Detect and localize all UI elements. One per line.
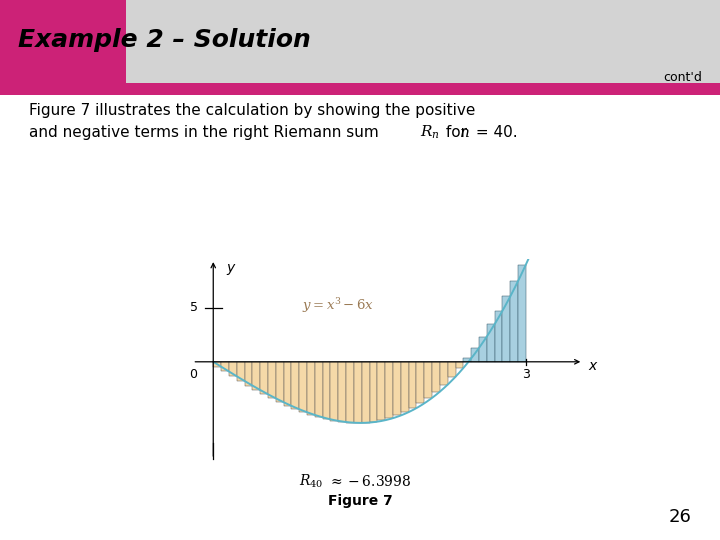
Bar: [300, 362, 307, 412]
Bar: [503, 296, 510, 362]
Bar: [393, 362, 401, 415]
Text: $\approx -6.3998$: $\approx -6.3998$: [328, 474, 411, 489]
Bar: [479, 336, 487, 362]
Bar: [260, 362, 268, 394]
Text: 0: 0: [189, 368, 197, 381]
Bar: [323, 362, 330, 420]
Bar: [307, 362, 315, 415]
Bar: [292, 362, 300, 409]
Bar: [213, 362, 221, 367]
Text: $x$: $x$: [588, 359, 599, 373]
Text: = 40.: = 40.: [471, 125, 518, 140]
Bar: [0, 0, 126, 83]
Bar: [237, 362, 245, 381]
Bar: [354, 362, 361, 423]
Bar: [471, 348, 479, 362]
Bar: [361, 362, 369, 422]
Bar: [456, 362, 464, 368]
Bar: [221, 362, 229, 372]
Text: Example 2 – Solution: Example 2 – Solution: [18, 28, 311, 52]
Bar: [330, 362, 338, 421]
Text: and negative terms in the right Riemann sum: and negative terms in the right Riemann …: [29, 125, 384, 140]
Bar: [416, 362, 424, 403]
Text: Figure 7: Figure 7: [328, 494, 392, 508]
Bar: [284, 362, 292, 406]
Bar: [276, 362, 284, 402]
Bar: [229, 362, 237, 376]
Text: 26: 26: [668, 509, 691, 526]
Bar: [440, 362, 448, 384]
Text: for: for: [441, 125, 472, 140]
Text: $y$: $y$: [226, 262, 236, 278]
Bar: [338, 362, 346, 422]
Bar: [245, 362, 252, 386]
Bar: [268, 362, 276, 399]
Bar: [346, 362, 354, 423]
Text: $R_{40}$: $R_{40}$: [299, 473, 323, 490]
Bar: [401, 362, 409, 412]
Bar: [432, 362, 440, 392]
Bar: [510, 281, 518, 362]
Text: $n$: $n$: [459, 125, 470, 140]
Text: cont'd: cont'd: [663, 71, 702, 84]
Bar: [495, 311, 503, 362]
Bar: [424, 362, 432, 398]
Bar: [518, 265, 526, 362]
Bar: [385, 362, 393, 418]
Bar: [448, 362, 456, 377]
Text: 3: 3: [522, 368, 530, 381]
Bar: [0, 83, 720, 94]
Bar: [315, 362, 323, 417]
Bar: [369, 362, 377, 422]
Bar: [409, 362, 416, 408]
Bar: [377, 362, 385, 420]
Text: Figure 7 illustrates the calculation by showing the positive: Figure 7 illustrates the calculation by …: [29, 103, 475, 118]
Text: $y = x^3 - 6x$: $y = x^3 - 6x$: [302, 296, 374, 315]
Text: $R_n$: $R_n$: [420, 124, 440, 141]
Bar: [464, 359, 471, 362]
Text: 5: 5: [189, 301, 197, 314]
Bar: [252, 362, 260, 390]
Bar: [487, 324, 495, 362]
